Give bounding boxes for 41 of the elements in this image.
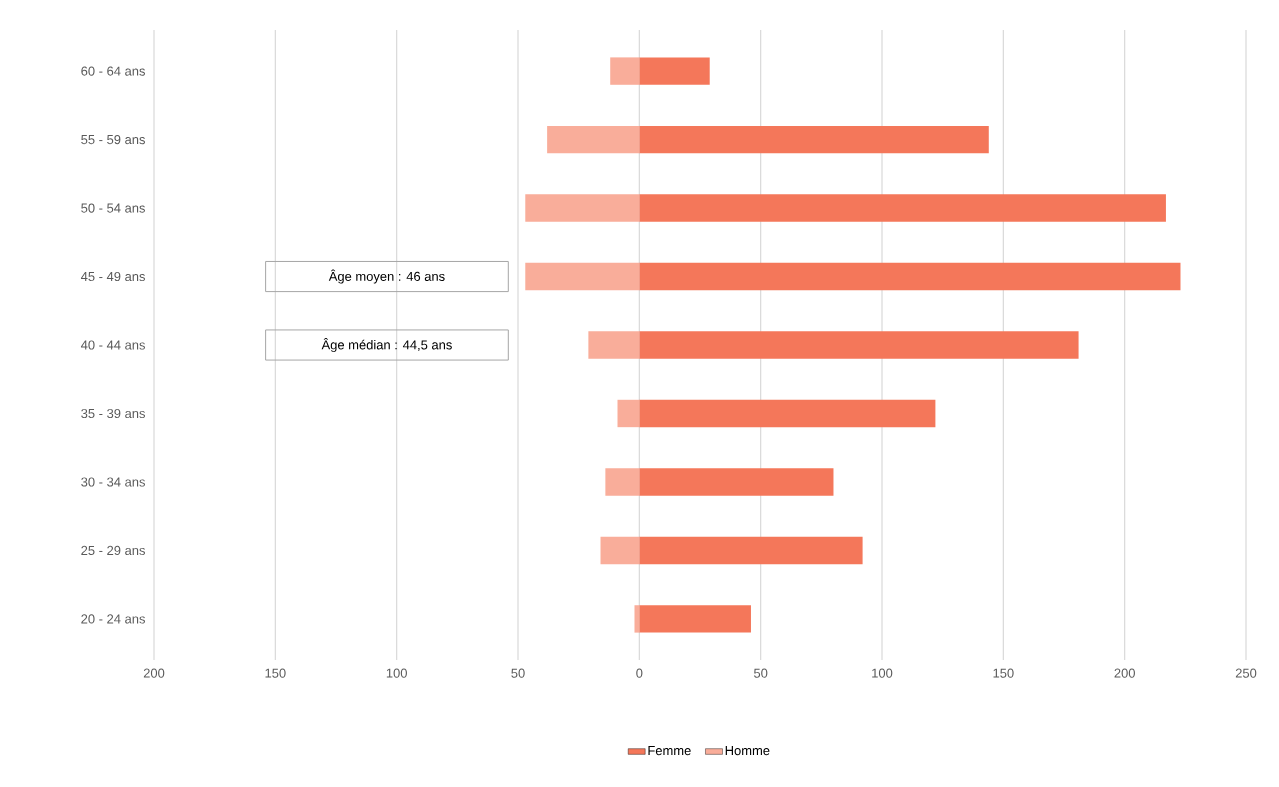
bar	[588, 331, 640, 359]
bar	[639, 57, 710, 85]
bar	[639, 399, 936, 428]
bar	[547, 125, 640, 154]
bar	[610, 57, 640, 85]
y-tick-label: 30 - 34 ans	[81, 477, 145, 487]
bar	[639, 331, 1079, 359]
annotation: Âge médian : 44,5 ans	[321, 337, 452, 353]
bar	[639, 194, 1166, 222]
x-tick-label: 150	[993, 668, 1014, 678]
bar	[639, 605, 751, 633]
legend-label: Femme	[648, 746, 691, 756]
x-tick-label: 150	[265, 668, 286, 678]
y-tick-label: 50 - 54 ans	[81, 203, 145, 213]
x-tick-label: 200	[1114, 668, 1135, 678]
x-tick-label: 100	[872, 668, 893, 678]
y-tick-label: 60 - 64 ans	[81, 66, 145, 76]
y-tick-label: 40 - 44 ans	[80, 340, 145, 350]
annotation: Âge moyen : 46 ans	[328, 269, 445, 284]
bar	[605, 468, 640, 496]
y-tick-label: 20 - 24 ans	[81, 614, 145, 624]
bar	[525, 262, 640, 291]
y-tick-label: 55 - 59 ans	[81, 134, 145, 145]
bar	[634, 605, 640, 633]
bar	[639, 262, 1181, 291]
x-tick-label: 100	[386, 668, 407, 678]
x-tick-label: 50	[511, 668, 525, 678]
x-tick-label: 50	[753, 668, 768, 678]
bar	[639, 536, 863, 565]
x-tick-label: 200	[143, 668, 165, 678]
bar	[600, 536, 640, 565]
bar	[617, 399, 640, 428]
bar	[639, 125, 989, 154]
x-tick-label: 0	[636, 668, 643, 678]
y-tick-label: 35 - 39 ans	[81, 408, 145, 419]
x-tick-label: 250	[1235, 668, 1257, 678]
bar	[639, 468, 834, 496]
y-tick-label: 25 - 29 ans	[81, 545, 145, 556]
legend-label: Homme	[725, 746, 770, 756]
y-tick-label: 45 - 49 ans	[80, 271, 145, 282]
bar	[525, 194, 640, 222]
